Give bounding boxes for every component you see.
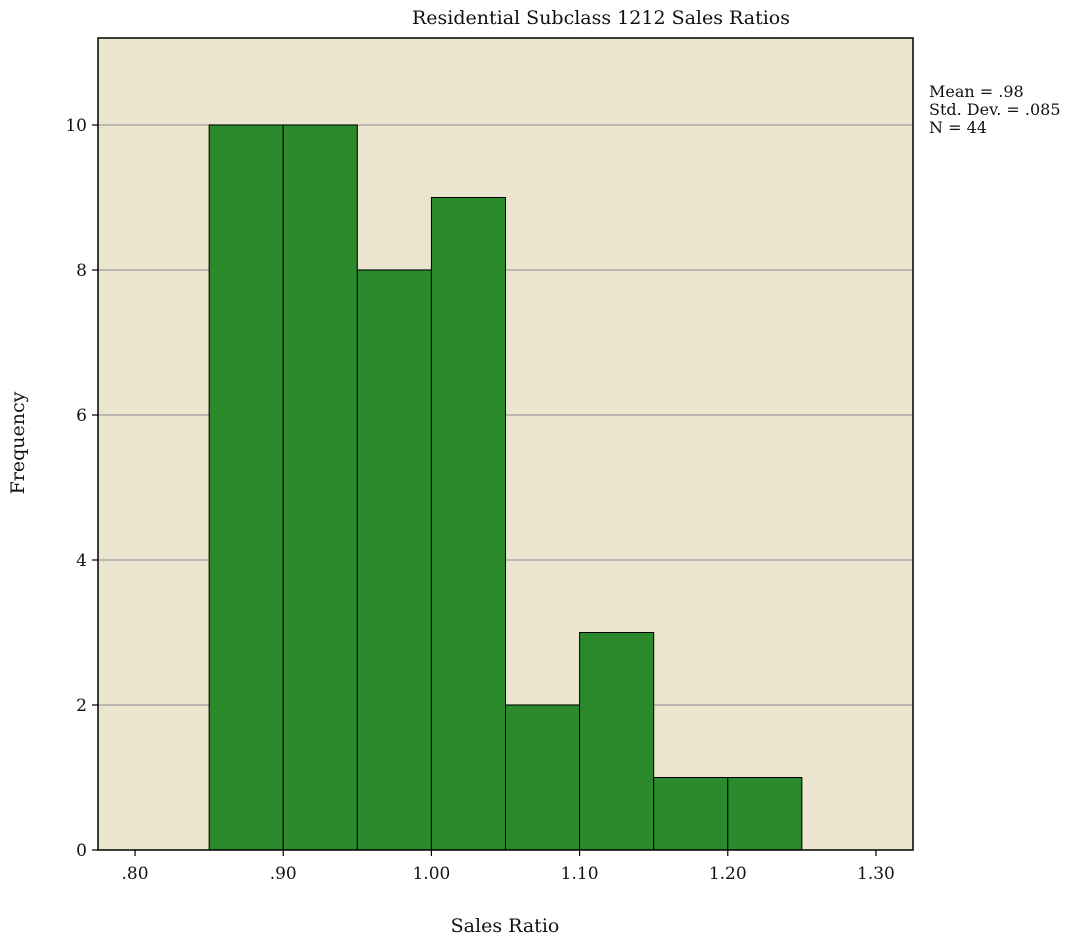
x-tick-label: .80 (122, 864, 149, 884)
x-tick-label: .90 (270, 864, 297, 884)
y-tick-label: 6 (76, 406, 87, 426)
histogram-bar (653, 777, 729, 851)
x-axis-ticks: .80 .90 1.00 1.10 1.20 1.30 (122, 850, 895, 884)
histogram-bar (505, 704, 581, 851)
stats-std-dev: Std. Dev. = .085 (929, 100, 1061, 119)
x-axis-label: Sales Ratio (451, 915, 560, 937)
y-tick-label: 4 (76, 551, 87, 571)
x-tick-label: 1.10 (561, 864, 599, 884)
bars (208, 124, 803, 851)
stats-mean: Mean = .98 (929, 82, 1024, 101)
stats-n: N = 44 (929, 118, 987, 137)
histogram-bar (282, 124, 358, 851)
histogram-bar (208, 124, 284, 851)
chart-title: Residential Subclass 1212 Sales Ratios (412, 7, 790, 29)
histogram-bar (727, 777, 803, 851)
plot-frame (97, 37, 914, 851)
y-tick-label: 0 (76, 841, 87, 861)
y-axis-label: Frequency (7, 391, 29, 494)
y-tick-label: 10 (65, 116, 87, 136)
y-tick-label: 2 (76, 696, 87, 716)
x-tick-label: 1.00 (412, 864, 450, 884)
x-tick-label: 1.20 (709, 864, 747, 884)
histogram-bar (430, 197, 506, 851)
histogram-bar (356, 269, 432, 851)
x-tick-label: 1.30 (857, 864, 895, 884)
stats-box: Mean = .98 Std. Dev. = .085 N = 44 (929, 82, 1061, 137)
histogram-bar (579, 632, 655, 851)
y-tick-label: 8 (76, 261, 87, 281)
y-axis-ticks: 0 2 4 6 8 10 (65, 116, 98, 861)
